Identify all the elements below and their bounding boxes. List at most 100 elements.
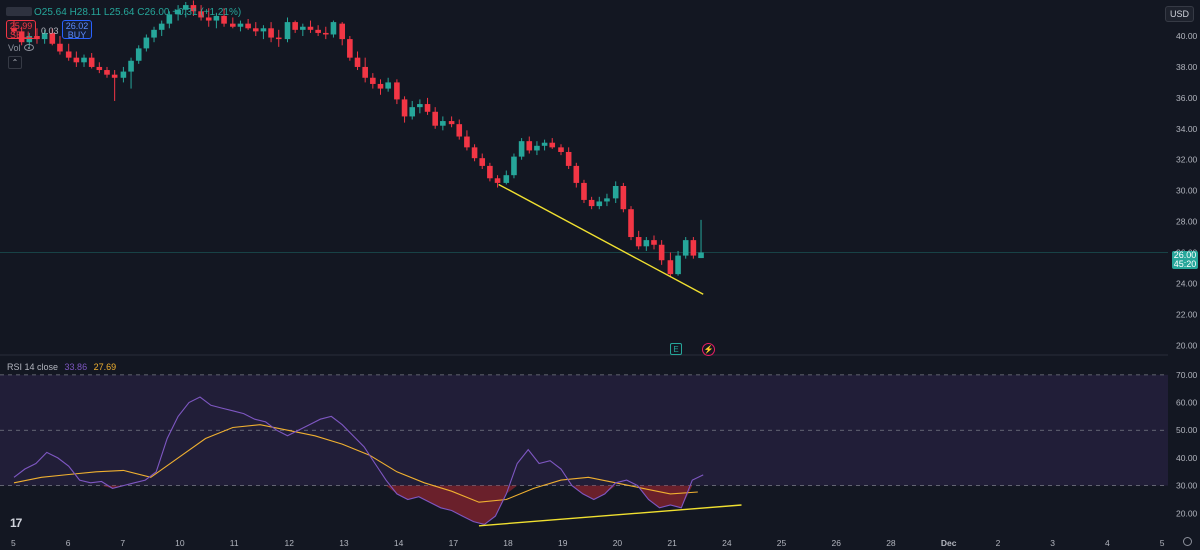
candle-up [237,23,244,27]
x-tick-label: 6 [66,538,71,548]
x-tick-label: 12 [285,538,295,548]
ohlc-readout: O25.64 H28.11 L25.64 C26.00 +0.31 (+1.21… [34,7,241,18]
candle-up [213,15,220,21]
candle-down [487,165,493,179]
candle-down [377,83,384,89]
candle-down [307,26,314,30]
candle-down [252,28,259,32]
candle-up [675,255,681,275]
x-tick-label: 2 [996,538,1001,548]
candle-down [565,151,572,166]
currency-selector[interactable]: USD [1164,6,1194,22]
price-tick-label: 22.00 [1176,309,1198,319]
candle-up [260,28,267,32]
sell-price: 25.99 [9,21,33,31]
price-tick-label: 28.00 [1176,217,1198,227]
candle-up [604,198,610,202]
candle-up [182,5,189,10]
candle-down [339,23,345,40]
candle-down [268,28,274,38]
spread-value: 0.03 [41,26,59,36]
bolt-icon[interactable]: ⚡ [702,343,715,356]
candle-down [315,29,321,33]
candle-down [424,104,431,112]
rsi-tick-label: 70.00 [1176,370,1198,380]
x-tick-label: 5 [11,538,16,548]
rsi-title: RSI 14 close [7,362,59,372]
trendline-layer [478,183,742,527]
candle-up [503,175,510,183]
rsi-tick-label: 50.00 [1176,425,1198,435]
candle-down [573,165,580,183]
rsi-value: 33.86 [64,362,88,372]
rsi-tick-label: 30.00 [1176,481,1198,491]
x-tick-label: Dec [941,538,957,548]
x-tick-label: 10 [175,538,185,548]
candle-down [88,57,95,67]
x-tick-label: 5 [1160,538,1165,548]
candle-up [682,240,689,256]
candle-up [409,107,416,117]
candle-up [166,14,173,24]
x-tick-label: 18 [503,538,513,548]
x-tick-label: 24 [722,538,732,548]
settings-icon[interactable] [1183,537,1192,546]
candle-down [479,158,486,166]
candle-down [18,31,25,43]
candle-down [354,57,361,67]
x-tick-label: 21 [667,538,677,548]
candle-down [96,66,103,71]
tradingview-logo[interactable]: 17 [10,516,22,530]
sell-button[interactable]: 25.99 SELL [6,20,36,40]
candle-down [558,147,564,152]
candle-down [658,244,665,261]
last-price-tag: 26.00 45:20 [1172,251,1198,269]
candle-up [41,32,48,40]
candle-down [230,23,236,27]
x-tick-label: 17 [449,538,459,548]
x-tick-label: 11 [230,538,239,548]
candle-down [322,32,329,35]
candle-up [417,104,423,108]
candle-up [120,71,127,78]
candle-down [471,147,478,159]
rsi-ma-line [13,424,698,503]
candle-down [205,17,212,21]
candle-up [81,57,87,63]
x-tick-label: 14 [394,538,404,548]
buy-label: BUY [67,30,87,40]
candle-down [494,178,501,183]
volume-label: Vol [8,43,21,53]
buy-button[interactable]: 26.02 BUY [62,20,92,40]
price-tick-label: 20.00 [1176,340,1198,350]
collapse-legend-button[interactable]: ⌃ [8,56,22,69]
candle-up [135,48,142,61]
sell-label: SELL [9,30,33,40]
x-tick-label: 7 [120,538,125,548]
candle-down [401,99,408,117]
x-tick-label: 26 [832,538,842,548]
earnings-badge[interactable]: E [670,343,682,355]
candle-down [628,209,634,238]
candle-down [620,186,627,210]
candle-down [73,57,80,63]
x-tick-label: 25 [777,538,787,548]
price-tick-label: 40.00 [1176,31,1198,41]
candle-down [65,51,72,58]
candle-down [635,237,642,247]
candle-up [143,37,150,49]
price-tick-label: 38.00 [1176,62,1198,72]
rsi-trendline [478,504,742,527]
eye-icon[interactable] [24,44,34,51]
candle-up [440,121,446,126]
rsi-legend: RSI 14 close 33.86 27.69 [7,362,116,372]
candle-down [362,66,368,78]
candle-up [534,145,540,151]
x-tick-label: 4 [1105,538,1110,548]
candle-down [667,260,674,275]
candle-up [175,9,181,15]
candle-down [347,39,353,58]
rsi-line [13,396,704,525]
rsi-tick-label: 20.00 [1176,508,1198,518]
